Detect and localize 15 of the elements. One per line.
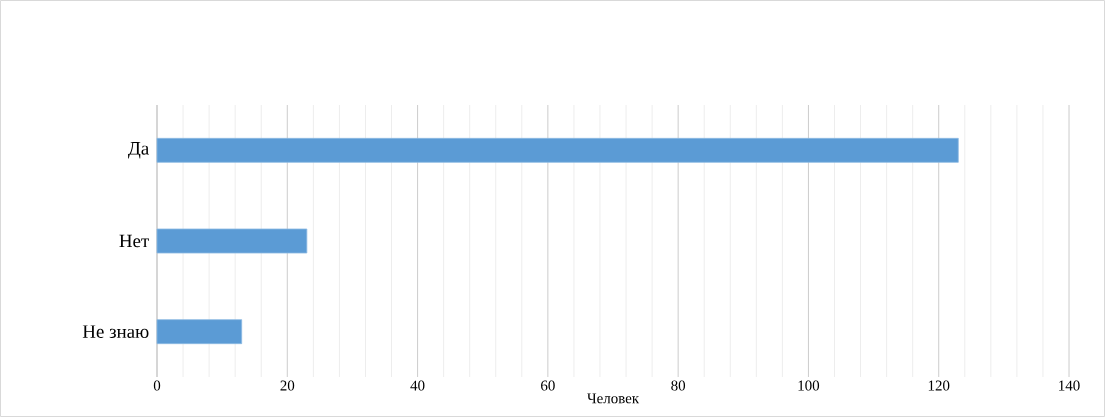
x-tick-label: 0 [153,380,161,391]
bar [156,319,243,345]
y-tick-label: Да [128,142,149,159]
x-tick-label: 100 [798,380,820,391]
x-tick-label: 40 [410,380,425,391]
bar [156,137,959,163]
bar [156,228,308,254]
y-tick-label: Не знаю [82,325,149,338]
x-axis-title: Человек [587,393,640,404]
x-tick-label: 80 [671,380,686,391]
x-tick-label: 60 [541,380,555,391]
y-tick-label: Нет [119,234,149,248]
x-tick-label: 120 [928,380,950,391]
x-tick-label: 140 [1059,380,1080,391]
x-tick-label: 20 [280,380,295,391]
